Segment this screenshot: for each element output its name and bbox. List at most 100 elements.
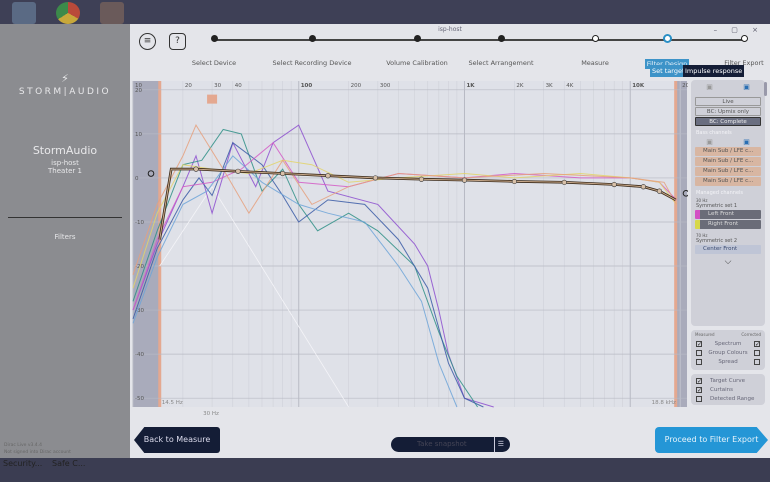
step-dot-icon <box>591 35 599 42</box>
step-dot-icon <box>740 35 748 42</box>
lightning-logo-icon: ⚡ <box>61 72 69 85</box>
step-select-arrangement[interactable]: Select Arrangement <box>456 34 546 69</box>
target-handle[interactable] <box>640 184 646 190</box>
device-name: StormAudio <box>32 144 98 157</box>
target-handle[interactable] <box>561 179 567 185</box>
measured-checkbox[interactable]: ✓ <box>696 340 703 348</box>
window-controls[interactable]: – ▢ × <box>713 26 764 34</box>
x-tick-label: 4K <box>566 83 573 89</box>
taskbar-item[interactable]: Security... <box>3 459 43 468</box>
x-tick-label: 1K <box>466 83 475 89</box>
step-label: Filter Export <box>724 59 764 67</box>
measured-checkbox[interactable] <box>696 349 702 356</box>
target-handle[interactable] <box>611 181 617 188</box>
step-dot-icon <box>662 34 672 43</box>
x-tick-label: 300 <box>380 83 391 89</box>
impulse-response-button[interactable]: Impulse response <box>683 65 745 77</box>
media-player-icon[interactable] <box>100 2 124 24</box>
measured-header: Measured <box>695 332 715 337</box>
option-label: Spread <box>718 358 738 365</box>
x-tick-label: 200 <box>351 83 362 89</box>
account-status: Not signed into Dirac account <box>4 450 71 455</box>
y-tick-label: -50 <box>135 396 144 402</box>
target-handle[interactable] <box>656 188 663 194</box>
taskbar: Security... Safe C... <box>0 458 770 482</box>
proceed-to-filter-export-button[interactable]: Proceed to Filter Export <box>655 427 768 453</box>
measured-curve-2 <box>132 141 484 408</box>
measured-icon[interactable]: ▣ <box>706 138 713 146</box>
overlay-checkbox[interactable]: ✓ <box>696 377 703 385</box>
channel-list[interactable]: ▣ ▣ Live BC: Upmix only BC: Complete Bass c… <box>691 80 765 326</box>
corrected-checkbox[interactable] <box>754 349 760 356</box>
step-label: Filter Design <box>644 59 690 69</box>
set1-frequency: 30 Hz <box>696 198 708 203</box>
mode-option[interactable]: BC: Upmix only <box>695 107 761 116</box>
target-handle[interactable] <box>372 175 378 181</box>
take-snapshot-label: Take snapshot <box>417 440 467 448</box>
mode-option[interactable]: Live <box>695 97 761 106</box>
bass-channel-item[interactable]: Main Sub / LFE c... <box>695 157 761 166</box>
help-button[interactable]: ? <box>169 33 186 50</box>
y-tick-label: 0 <box>135 176 139 182</box>
measured-checkbox[interactable] <box>696 358 702 365</box>
low-limit-label: 14.5 Hz <box>162 400 183 406</box>
scrollbar[interactable] <box>764 82 767 96</box>
step-dot-icon <box>308 35 316 42</box>
bass-channel-item[interactable]: Main Sub / LFE c... <box>695 177 761 186</box>
bass-channel-item[interactable]: Main Sub / LFE c... <box>695 167 761 176</box>
high-handle[interactable] <box>682 190 688 197</box>
target-handle[interactable] <box>325 173 331 179</box>
corrected-checkbox[interactable] <box>754 358 760 365</box>
corrected-checkbox[interactable]: ✓ <box>754 340 761 348</box>
step-filter-design[interactable]: Filter Design <box>622 34 712 70</box>
overlay-checkbox[interactable] <box>696 395 702 402</box>
chevron-down-icon[interactable]: ⌵ <box>724 257 732 267</box>
step-label: Select Recording Device <box>272 59 352 67</box>
sidebar: ⚡ STORM|AUDIO StormAudio isp-host Theate… <box>0 24 130 458</box>
corrected-icon[interactable]: ▣ <box>743 83 750 91</box>
take-snapshot-button[interactable]: Take snapshot ☰ <box>391 437 510 452</box>
measured-icon[interactable]: ▣ <box>706 83 713 91</box>
version-text: Dirac Live v3.4.4 <box>4 443 42 448</box>
low-handle[interactable] <box>147 170 155 177</box>
overlay-options: ✓ Target Curve ✓ Curtains Detected Range <box>691 374 765 405</box>
high-curtain[interactable] <box>675 81 687 407</box>
channel-item[interactable]: Right Front <box>695 220 761 229</box>
channel-item[interactable]: Center Front <box>695 245 761 254</box>
bass-channels-label: Bass channels <box>696 130 732 136</box>
step-select-device[interactable]: Select Device <box>169 34 259 69</box>
step-select-recording-device[interactable]: Select Recording Device <box>267 34 357 69</box>
managed-channels-label: Managed channels <box>696 190 744 196</box>
menu-button[interactable]: ≡ <box>139 33 156 50</box>
target-handle[interactable] <box>280 170 286 177</box>
app-window: isp-host – ▢ × ≡ ? Select Device Select R… <box>130 24 770 458</box>
overlay-label: Target Curve <box>710 377 745 384</box>
snapshot-list-icon[interactable]: ☰ <box>493 437 504 452</box>
channel-item[interactable]: Left Front <box>695 210 761 219</box>
step-filter-export[interactable]: Filter Export <box>699 34 770 69</box>
step-label: Select Device <box>191 59 237 67</box>
taskbar-item[interactable]: Safe C... <box>52 459 86 468</box>
mode-option[interactable]: BC: Complete <box>695 117 761 126</box>
x-tick-label: 20K <box>682 83 688 89</box>
divider <box>8 217 122 218</box>
set2-label: Symmetric set 2 <box>696 238 738 244</box>
target-handle[interactable] <box>461 177 468 183</box>
nav-filters[interactable]: Filters <box>54 233 76 241</box>
target-handle[interactable] <box>511 178 517 185</box>
bass-channel-item[interactable]: Main Sub / LFE c... <box>695 147 761 156</box>
bass-marker[interactable] <box>207 94 218 104</box>
set-target-button[interactable]: Set target <box>650 65 687 77</box>
step-measure[interactable]: Measure <box>550 34 640 69</box>
target-handle[interactable] <box>418 176 425 182</box>
overlay-checkbox[interactable]: ✓ <box>696 386 703 394</box>
chrome-icon[interactable] <box>56 2 80 24</box>
recycle-bin-icon[interactable] <box>12 2 36 24</box>
step-volume-calibration[interactable]: Volume Calibration <box>372 34 462 69</box>
x-tick-label: 40 <box>235 83 242 89</box>
target-handle[interactable] <box>193 166 199 172</box>
target-handle[interactable] <box>235 168 241 174</box>
corrected-icon[interactable]: ▣ <box>743 138 750 146</box>
back-to-measure-button[interactable]: Back to Measure <box>134 427 220 453</box>
